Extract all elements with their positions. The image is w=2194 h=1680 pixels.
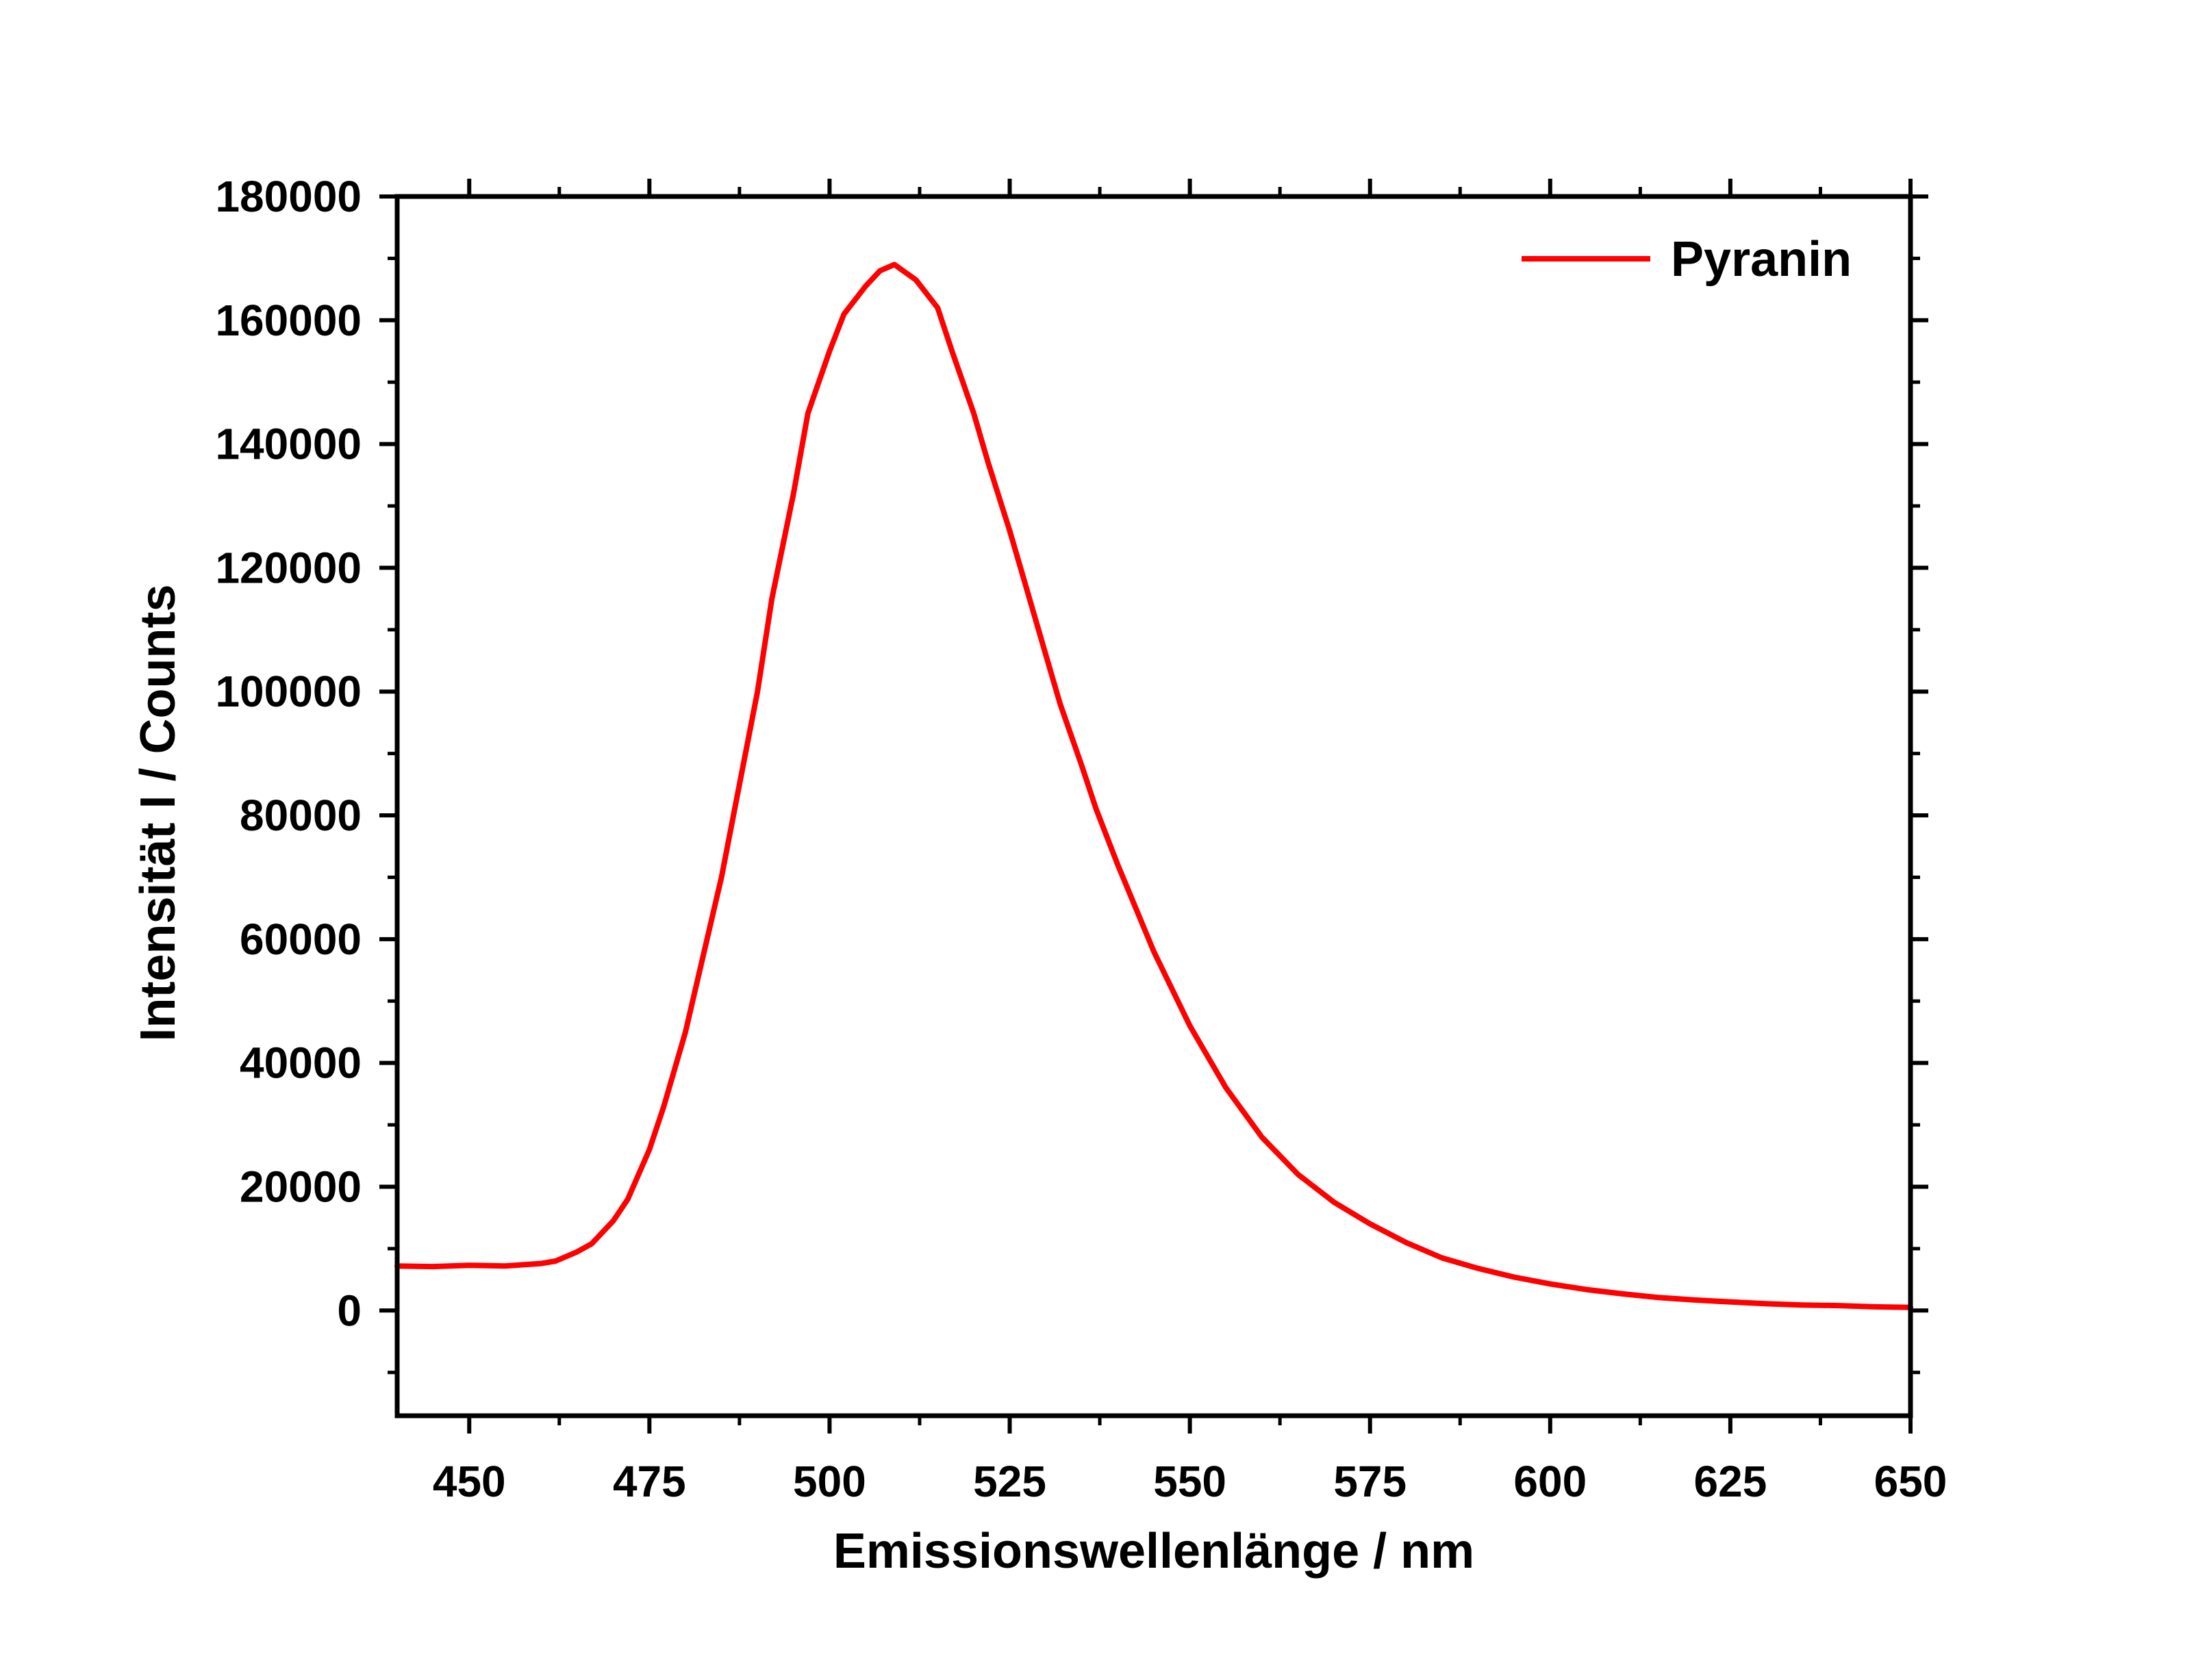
x-tick-label: 625 [1694, 1457, 1767, 1506]
y-tick-label: 60000 [240, 915, 362, 964]
legend-label: Pyranin [1671, 232, 1852, 287]
x-tick-label: 475 [613, 1457, 686, 1506]
x-axis-title: Emissionswellenlänge / nm [833, 1524, 1474, 1579]
series-line-pyranin [394, 262, 1913, 1310]
x-tick-label: 550 [1153, 1457, 1226, 1506]
y-tick-label: 0 [337, 1286, 362, 1335]
x-tick-label: 600 [1513, 1457, 1587, 1506]
x-tick-label: 500 [793, 1457, 866, 1506]
y-tick-label: 80000 [240, 791, 362, 840]
y-tick-label: 20000 [240, 1162, 362, 1211]
ticks-layer [379, 179, 1928, 1434]
y-tick-label: 40000 [240, 1039, 362, 1088]
labels-layer: 450 475 500 525 550 575 600 625 650 0 20000 40000 60… [215, 172, 1947, 1506]
series-layer [394, 262, 1913, 1310]
x-tick-label: 650 [1874, 1457, 1947, 1506]
y-tick-label: 100000 [215, 667, 362, 716]
y-tick-label: 160000 [215, 296, 362, 345]
x-tick-label: 450 [433, 1457, 506, 1506]
x-tick-label: 525 [973, 1457, 1046, 1506]
x-tick-label: 575 [1333, 1457, 1407, 1506]
y-tick-label: 140000 [215, 420, 362, 469]
plot-frame [394, 194, 1913, 1418]
legend: Pyranin [1522, 232, 1852, 287]
y-tick-label: 120000 [215, 543, 362, 592]
y-tick-label: 180000 [215, 172, 362, 221]
y-axis-title: Intensität I / Counts [131, 584, 186, 1041]
